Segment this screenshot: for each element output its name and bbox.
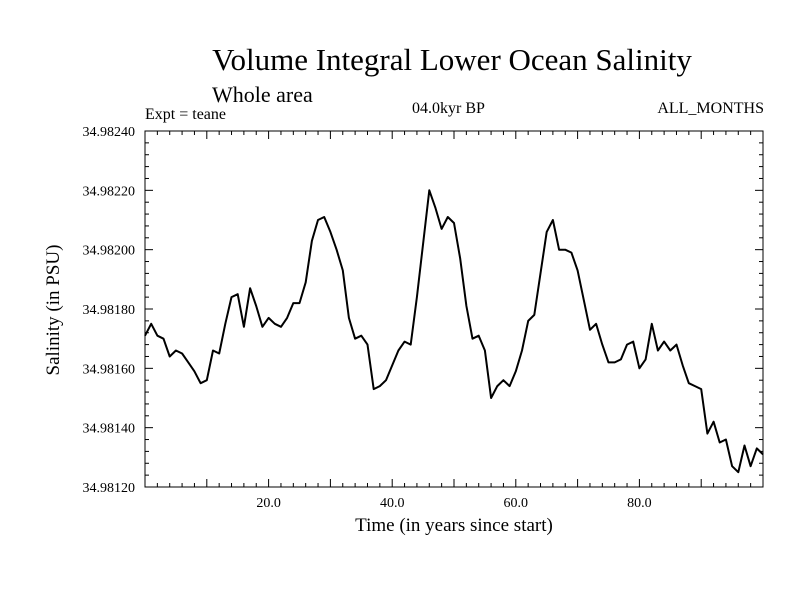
series-points bbox=[144, 189, 764, 473]
chart-title: Volume Integral Lower Ocean Salinity bbox=[212, 42, 692, 77]
y-tick-label: 34.98120 bbox=[83, 481, 136, 496]
y-tick-label: 34.98220 bbox=[83, 184, 136, 199]
axis-ticks bbox=[145, 131, 763, 487]
series-line-salinity bbox=[144, 189, 764, 474]
y-tick-labels: 34.98120 34.98140 34.98160 34.98180 34.98200… bbox=[83, 125, 136, 496]
chart-subtitle: Whole area bbox=[212, 82, 313, 107]
x-tick-labels: 20.0 40.0 60.0 80.0 bbox=[256, 496, 651, 511]
x-tick-label: 40.0 bbox=[380, 496, 405, 511]
x-tick-label: 80.0 bbox=[627, 496, 652, 511]
y-tick-label: 34.98180 bbox=[83, 303, 136, 318]
y-tick-label: 34.98240 bbox=[83, 125, 136, 140]
months-label: ALL_MONTHS bbox=[657, 100, 764, 117]
y-tick-label: 34.98140 bbox=[83, 422, 136, 437]
x-tick-label: 20.0 bbox=[256, 496, 281, 511]
y-tick-label: 34.98160 bbox=[83, 362, 136, 377]
x-axis-label: Time (in years since start) bbox=[355, 515, 553, 536]
plot-frame bbox=[144, 130, 764, 488]
x-tick-label: 60.0 bbox=[504, 496, 529, 511]
experiment-label: Expt = teane bbox=[145, 106, 226, 123]
period-label: 04.0kyr BP bbox=[412, 100, 485, 117]
y-tick-label: 34.98200 bbox=[83, 244, 136, 259]
